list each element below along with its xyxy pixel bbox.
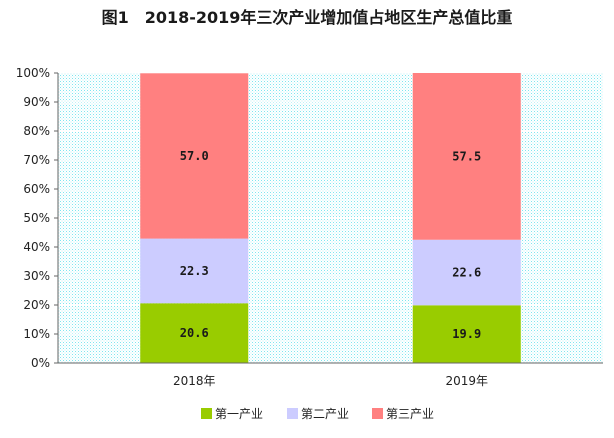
- bar-segment: [140, 73, 249, 239]
- data-label: 22.6: [452, 266, 481, 280]
- data-label: 57.5: [452, 149, 481, 163]
- x-tick-label: 2019年: [445, 374, 488, 388]
- data-label: 19.9: [452, 327, 481, 341]
- bar-segment: [140, 238, 249, 304]
- data-label: 20.6: [180, 326, 209, 340]
- y-tick-label: 60%: [23, 182, 50, 196]
- bar-segment: [412, 239, 521, 306]
- y-tick-label: 10%: [23, 327, 50, 341]
- y-tick-label: 90%: [23, 95, 50, 109]
- y-tick-label: 0%: [31, 356, 50, 370]
- y-tick-label: 20%: [23, 298, 50, 312]
- data-label: 57.0: [180, 149, 209, 163]
- y-tick-label: 80%: [23, 124, 50, 138]
- legend-swatch: [372, 408, 383, 419]
- y-tick-label: 100%: [16, 66, 50, 80]
- bar-segment: [412, 73, 521, 240]
- bar-segment: [140, 303, 249, 363]
- legend-swatch: [287, 408, 298, 419]
- bar-segment: [412, 305, 521, 363]
- legend-label: 第三产业: [386, 407, 434, 421]
- x-tick-label: 2018年: [173, 374, 216, 388]
- legend-label: 第二产业: [301, 407, 349, 421]
- data-label: 22.3: [180, 264, 209, 278]
- chart-title: 图1 2018-2019年三次产业增加值占地区生产总值比重: [101, 8, 513, 27]
- y-tick-label: 70%: [23, 153, 50, 167]
- y-tick-label: 30%: [23, 269, 50, 283]
- y-tick-label: 40%: [23, 240, 50, 254]
- y-tick-label: 50%: [23, 211, 50, 225]
- legend-swatch: [201, 408, 212, 419]
- legend-label: 第一产业: [215, 407, 263, 421]
